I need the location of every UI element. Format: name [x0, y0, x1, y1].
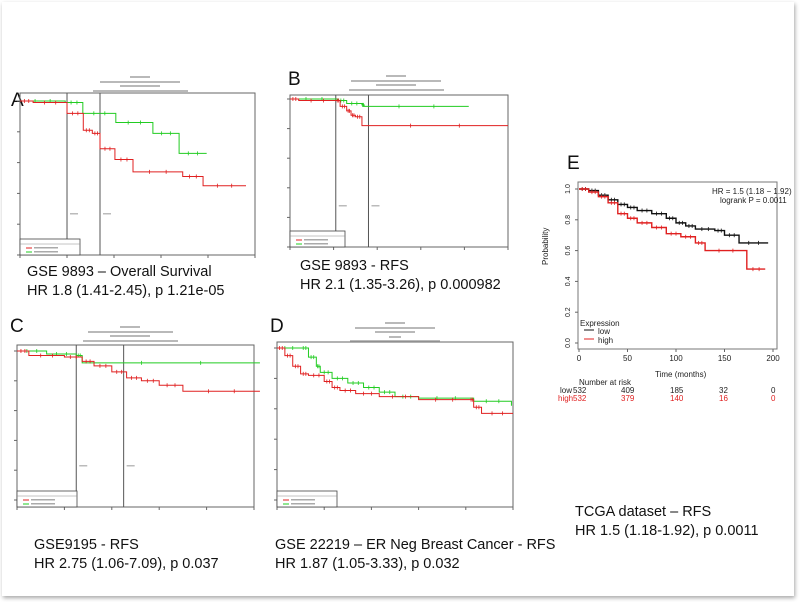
risk-table-title: Number at risk	[579, 378, 632, 387]
survival-curve-low	[17, 350, 260, 364]
legend-label-high	[31, 499, 55, 501]
x-tick-label: 100	[669, 354, 683, 363]
km-plot-a	[17, 92, 256, 258]
survival-curve-high	[277, 347, 513, 414]
survival-curve-high	[17, 350, 260, 392]
risk-value: 409	[621, 386, 635, 395]
reference-line-label	[79, 465, 88, 467]
caption-title: GSE 9893 – Overall Survival	[27, 264, 212, 280]
hr-annotation: HR = 1.5 (1.18 − 1.92)	[712, 187, 792, 196]
risk-value: 140	[670, 394, 684, 403]
y-tick-label: 0.8	[565, 215, 572, 225]
panel-label-e: E	[567, 153, 580, 174]
survival-curve-low	[579, 188, 769, 244]
legend-label-low	[304, 243, 328, 245]
reference-line-label	[103, 213, 112, 215]
x-tick-label: 200	[766, 354, 780, 363]
risk-row-label-high: high	[558, 394, 574, 403]
km-plot-b	[287, 94, 509, 250]
caption-title: GSE 22219 – ER Neg Breast Cancer - RFS	[275, 537, 556, 553]
risk-value: 532	[573, 386, 587, 395]
x-tick-label: 50	[623, 354, 632, 363]
x-axis-label: Time (months)	[655, 370, 707, 379]
y-tick-label: 0.0	[565, 338, 572, 348]
figure-card	[2, 2, 794, 596]
caption-e: TCGA dataset – RFS HR 1.5 (1.18-1.92), p …	[575, 503, 759, 541]
reference-line-label	[126, 465, 135, 467]
risk-value: 32	[719, 386, 728, 395]
plot-frame	[276, 341, 514, 508]
legend-label-high	[34, 247, 58, 249]
legend-title: Expression	[580, 319, 620, 328]
plot-header-a	[90, 76, 190, 94]
caption-a: GSE 9893 – Overall Survival HR 1.8 (1.41-…	[27, 263, 224, 301]
legend-label-high	[304, 239, 328, 241]
y-tick-label: 1.0	[565, 184, 572, 194]
reference-line-label	[338, 205, 347, 207]
y-tick-label: 0.4	[565, 276, 572, 286]
caption-c: GSE9195 - RFS HR 2.75 (1.06-7.09), p 0.03…	[34, 536, 219, 574]
panel-label-c: C	[10, 316, 24, 337]
risk-value: 16	[719, 394, 728, 403]
caption-d: GSE 22219 – ER Neg Breast Cancer - RFS HR…	[275, 536, 555, 574]
caption-stats: HR 1.5 (1.18-1.92), p 0.0011	[575, 523, 759, 539]
caption-b: GSE 9893 - RFS HR 2.1 (1.35-3.26), p 0.00…	[300, 257, 501, 295]
panel-label-d: D	[270, 316, 284, 337]
legend-label-low	[31, 503, 55, 505]
caption-title: GSE 9893 - RFS	[300, 258, 409, 274]
survival-curve-low	[290, 98, 469, 107]
risk-value: 0	[771, 386, 776, 395]
survival-curve-low	[20, 100, 207, 154]
survival-curve-low	[277, 347, 512, 406]
risk-value: 0	[771, 394, 776, 403]
y-axis-label: Probability	[541, 227, 550, 265]
plot-header-d	[345, 322, 445, 342]
risk-value: 532	[573, 394, 587, 403]
reference-line-label	[371, 205, 380, 207]
legend-low-label: low	[598, 327, 611, 336]
y-tick-label: 0.2	[565, 307, 572, 317]
caption-stats: HR 1.87 (1.05-3.33), p 0.032	[275, 556, 460, 572]
survival-curve-high	[20, 100, 246, 187]
legend-label-low	[34, 251, 58, 253]
y-tick-label: 0.6	[565, 246, 572, 256]
survival-curve-high	[290, 98, 508, 127]
caption-stats: HR 1.8 (1.41-2.45), p 1.21e-05	[27, 283, 225, 299]
caption-title: TCGA dataset – RFS	[575, 504, 712, 520]
km-plot-e: 0 50 100 150 200 0.0 0.2 0.4 0.6 0.8 1.0	[565, 181, 780, 363]
caption-stats: HR 2.75 (1.06-7.09), p 0.037	[34, 556, 219, 572]
plot-header-b	[346, 75, 446, 93]
risk-value: 379	[621, 394, 635, 403]
logrank-annotation: logrank P = 0.0011	[720, 196, 787, 205]
plot-frame	[289, 94, 509, 248]
x-tick-label: 0	[577, 354, 582, 363]
risk-value: 185	[670, 386, 684, 395]
plot-frame	[19, 92, 256, 256]
km-plot-d	[274, 341, 514, 510]
legend-label-high	[291, 499, 315, 501]
legend-label-low	[291, 503, 315, 505]
reference-line-label	[70, 213, 79, 215]
plot-frame	[577, 181, 778, 350]
legend-high-label: high	[598, 336, 614, 345]
plot-header-c	[80, 326, 180, 344]
survival-curve-high	[579, 188, 766, 270]
panel-label-b: B	[288, 69, 301, 90]
caption-title: GSE9195 - RFS	[34, 537, 139, 553]
km-plot-c	[14, 344, 260, 510]
plot-frame	[16, 344, 255, 508]
caption-stats: HR 2.1 (1.35-3.26), p 0.000982	[300, 277, 501, 293]
risk-row-label-low: low	[560, 386, 573, 395]
x-tick-label: 150	[718, 354, 732, 363]
